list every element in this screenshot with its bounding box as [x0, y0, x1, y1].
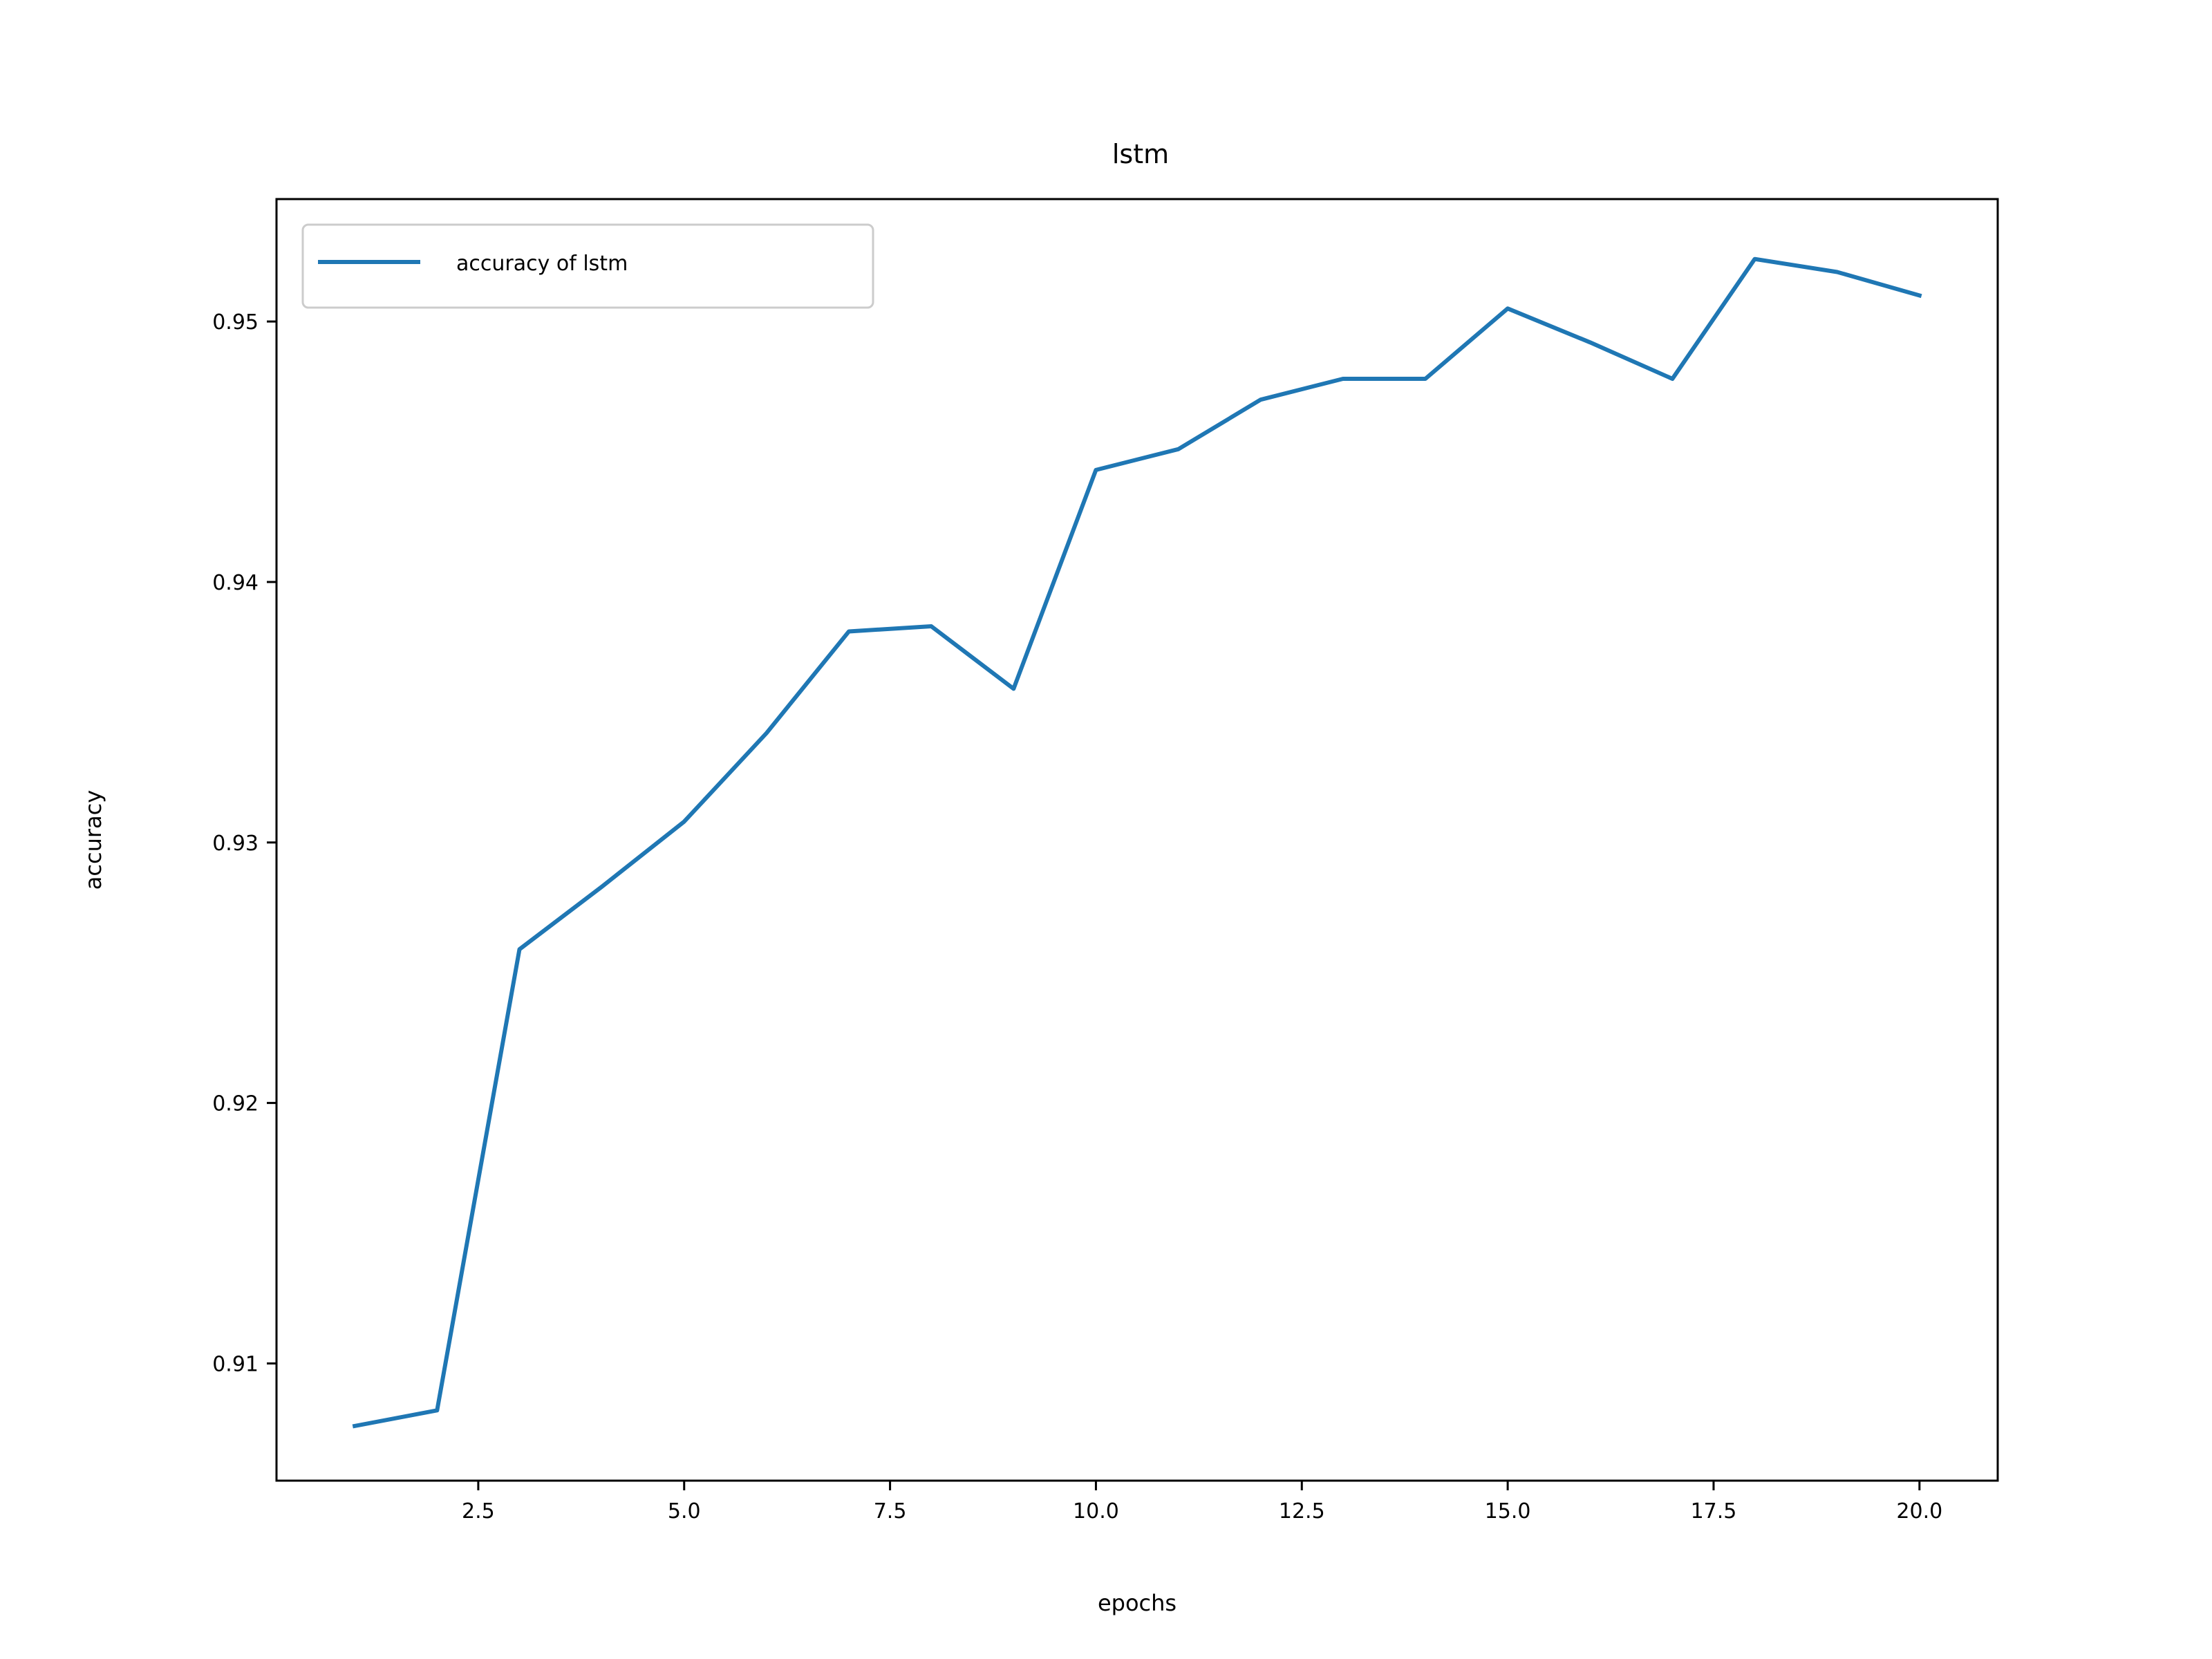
- axes-frame: [275, 198, 1999, 1482]
- y-tick-label: 0.92: [212, 1092, 259, 1116]
- x-tick-label: 5.0: [668, 1499, 701, 1524]
- series-layer: [352, 256, 1922, 1429]
- chart-title: lstm: [1112, 139, 1169, 169]
- y-tick-label: 0.93: [212, 832, 259, 856]
- x-axis-label: epochs: [1098, 1590, 1177, 1616]
- y-tick-label: 0.94: [212, 571, 259, 595]
- y-axis: 0.91 0.92 0.93 0.94 0.95: [212, 310, 276, 1376]
- y-tick-label: 0.91: [212, 1352, 259, 1376]
- x-tick-label: 20.0: [1896, 1499, 1942, 1524]
- series-line-accuracy: [352, 256, 1922, 1429]
- x-tick-label: 2.5: [462, 1499, 495, 1524]
- x-tick-label: 10.0: [1073, 1499, 1119, 1524]
- legend: accuracy of lstm: [301, 223, 874, 309]
- legend-label: accuracy of lstm: [456, 252, 628, 276]
- y-tick-label: 0.95: [212, 310, 259, 335]
- plot-area: 2.5 5.0 7.5 10.0 12.5 15.0 17.5 20.0 0.910.920.…: [212, 198, 1999, 1524]
- legend-box: [301, 223, 874, 309]
- x-tick-label: 15.0: [1485, 1499, 1531, 1524]
- x-tick-label: 7.5: [874, 1499, 907, 1524]
- x-tick-label: 12.5: [1279, 1499, 1325, 1524]
- x-tick-label: 17.5: [1691, 1499, 1737, 1524]
- x-axis: 2.5 5.0 7.5 10.0 12.5 15.0 17.5 20.0: [462, 1481, 1942, 1524]
- y-axis-label: accuracy: [80, 790, 106, 890]
